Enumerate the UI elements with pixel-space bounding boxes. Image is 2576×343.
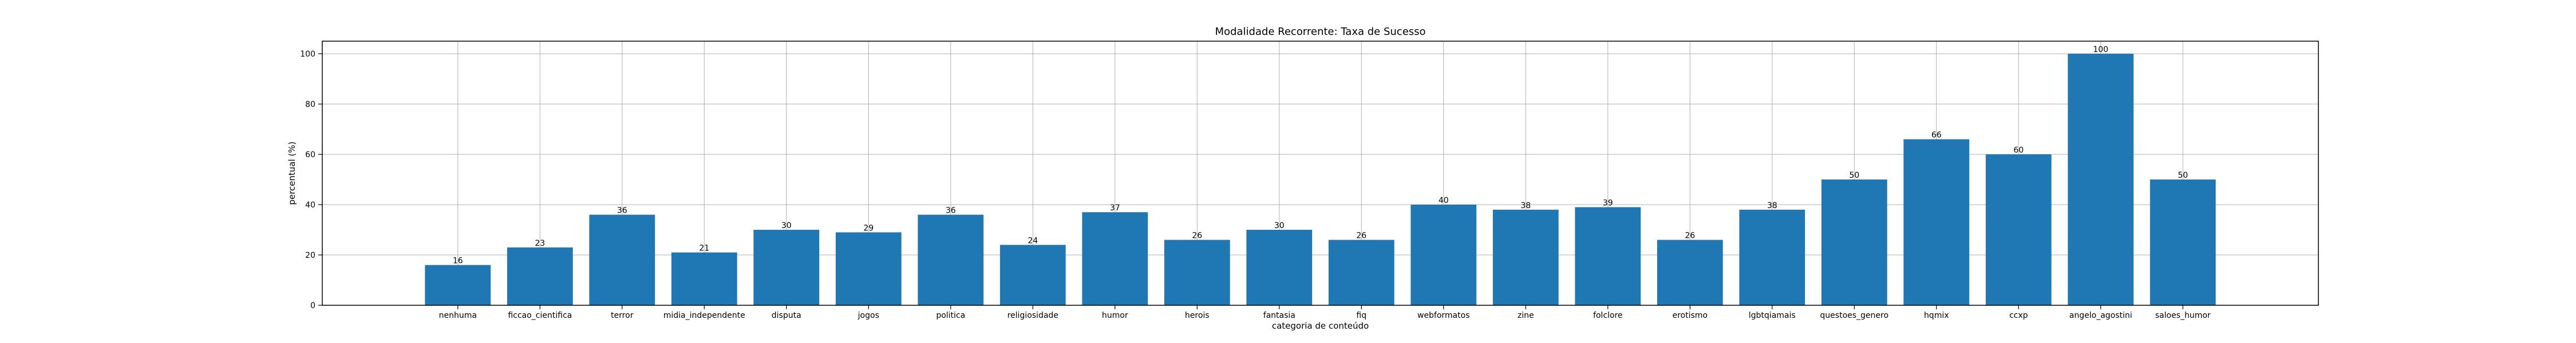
plot-frame — [322, 41, 2319, 306]
x-tick-label: ficcao_cientifica — [508, 311, 572, 320]
y-axis-label: percentual (%) — [287, 141, 297, 205]
value-label: 30 — [781, 221, 792, 230]
x-tick-label: questoes_genero — [1820, 311, 1888, 320]
value-label: 60 — [2013, 146, 2024, 155]
value-label: 26 — [1685, 232, 1695, 241]
x-tick-label: disputa — [772, 311, 801, 320]
chart-title: Modalidade Recorrente: Taxa de Sucesso — [1215, 26, 1425, 38]
bar-terror — [589, 214, 655, 305]
x-tick-label: folclore — [1593, 311, 1623, 320]
x-tick-label: angelo_agostini — [2069, 311, 2132, 320]
bar-religiosidade — [999, 245, 1066, 305]
value-label: 23 — [535, 239, 545, 248]
bar-zine — [1492, 209, 1559, 305]
x-tick-label: jogos — [858, 311, 879, 320]
bar-lgbtqiamais — [1739, 209, 1805, 305]
value-label: 38 — [1520, 201, 1531, 210]
x-axis: nenhuma ficcao_cientifica terror midia_inde… — [439, 305, 2211, 320]
x-tick-label: saloes_humor — [2155, 311, 2211, 320]
value-labels: 16 23 36 21 30 29 36 24 37 26 30 26 40 38 39 26 38 50 66 60… — [453, 45, 2188, 266]
value-label: 21 — [699, 244, 709, 253]
value-label: 26 — [1356, 232, 1366, 241]
x-tick-label: nenhuma — [439, 311, 477, 320]
bar-saloes_humor — [2150, 180, 2216, 305]
x-tick-label: erotismo — [1672, 311, 1708, 320]
x-tick-label: politica — [936, 311, 965, 320]
value-label: 24 — [1028, 236, 1038, 245]
value-label: 40 — [1439, 196, 1449, 205]
x-tick-label: herois — [1185, 311, 1210, 320]
x-tick-label: hqmix — [1924, 311, 1949, 320]
x-tick-label: zine — [1518, 311, 1534, 320]
value-label: 38 — [1767, 201, 1777, 210]
bar-hqmix — [1903, 139, 1970, 305]
bar-jogos — [835, 232, 902, 305]
y-tick-label: 40 — [305, 201, 315, 210]
x-tick-label: terror — [611, 311, 634, 320]
bars — [425, 54, 2216, 305]
x-tick-label: fantasia — [1263, 311, 1295, 320]
bar-fantasia — [1246, 230, 1313, 305]
bar-humor — [1082, 212, 1148, 305]
value-label: 100 — [2093, 45, 2108, 54]
value-label: 29 — [863, 224, 874, 233]
x-tick-label: lgbtqiamais — [1749, 311, 1796, 320]
bar-webformatos — [1411, 205, 1477, 305]
bar-questoes_genero — [1821, 180, 1887, 305]
y-axis: 0 20 40 60 80 100 — [300, 50, 322, 310]
x-tick-label: fiq — [1356, 311, 1366, 320]
x-tick-label: webformatos — [1417, 311, 1470, 320]
y-tick-label: 100 — [300, 50, 315, 59]
value-label: 37 — [1110, 204, 1120, 213]
bar-folclore — [1575, 207, 1641, 305]
bar-herois — [1164, 240, 1230, 305]
x-tick-label: midia_independente — [663, 311, 745, 320]
bar-nenhuma — [425, 265, 491, 305]
bar-ccxp — [1985, 154, 2052, 305]
x-tick-label: humor — [1102, 311, 1128, 320]
bar-angelo_agostini — [2068, 54, 2134, 305]
value-label: 36 — [617, 206, 627, 216]
value-label: 50 — [2178, 171, 2188, 180]
value-label: 30 — [1274, 221, 1285, 230]
bar-erotismo — [1657, 240, 1723, 305]
bar-politica — [918, 214, 984, 305]
x-tick-label: ccxp — [2009, 311, 2028, 320]
bar-midia_independente — [671, 252, 737, 305]
value-label: 66 — [1931, 131, 1942, 140]
value-label: 39 — [1603, 198, 1613, 208]
x-axis-label: categoria de conteúdo — [1272, 321, 1369, 331]
y-tick-label: 0 — [310, 301, 315, 310]
value-label: 50 — [1849, 171, 1859, 180]
bar-ficcao_cientifica — [507, 247, 573, 305]
value-label: 36 — [946, 206, 956, 216]
y-tick-label: 20 — [305, 251, 315, 260]
value-label: 16 — [453, 257, 463, 266]
bar-fiq — [1328, 240, 1394, 305]
bar-disputa — [753, 230, 820, 305]
value-label: 26 — [1192, 232, 1202, 241]
x-tick-label: religiosidade — [1008, 311, 1058, 320]
y-tick-label: 80 — [305, 100, 315, 109]
y-tick-label: 60 — [305, 150, 315, 159]
